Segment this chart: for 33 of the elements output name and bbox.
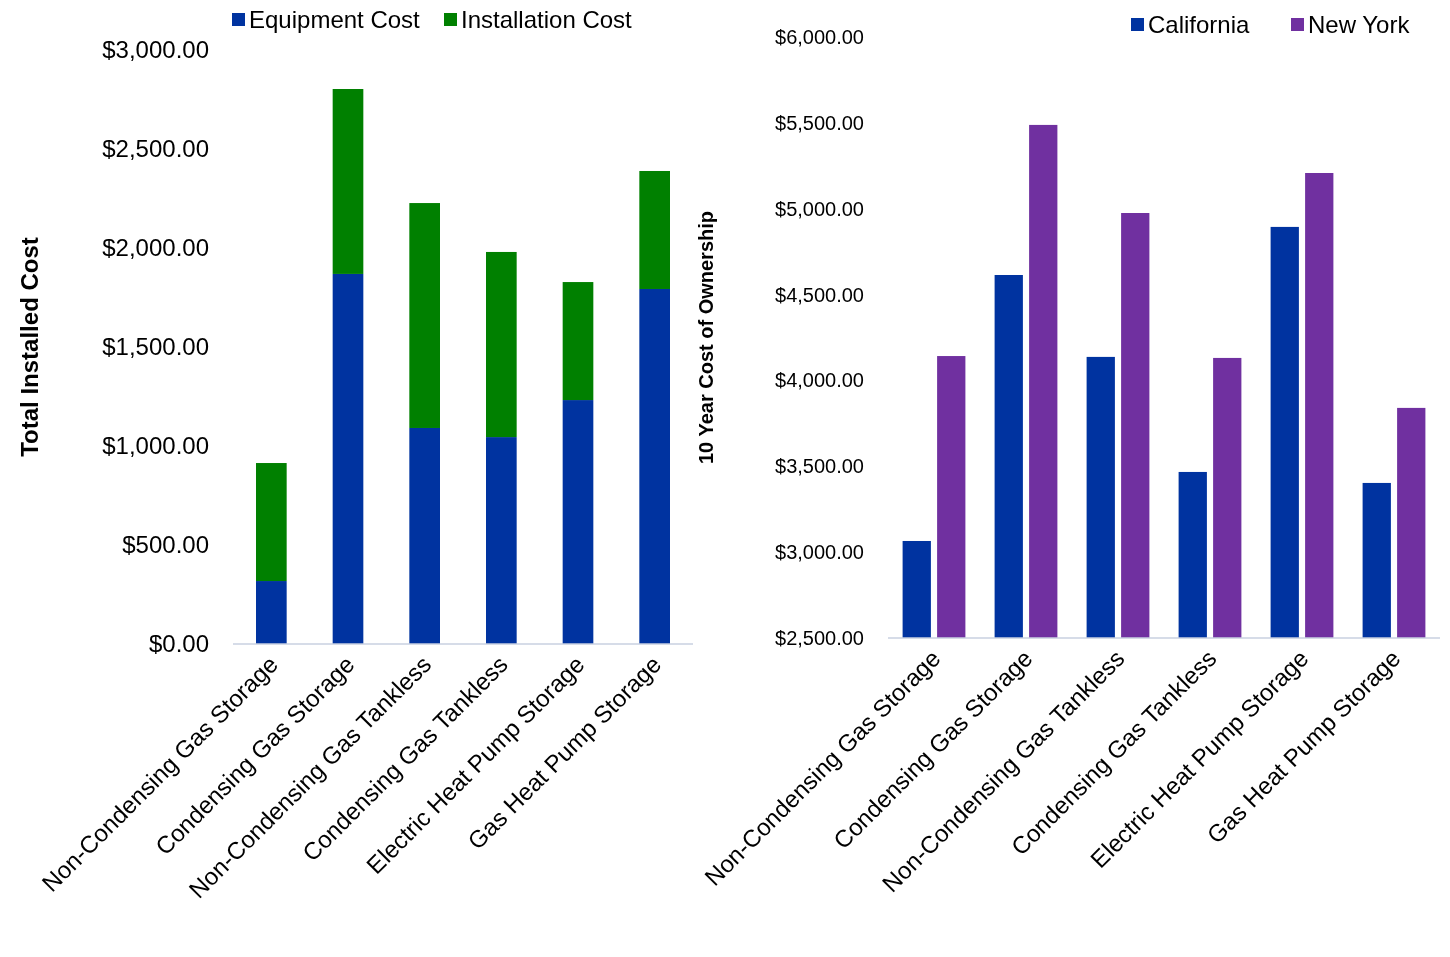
bar [332,89,364,274]
y-tick-label: $2,500.00 [102,135,209,163]
bar [639,288,670,644]
y-tick-label: $3,500.00 [775,455,864,478]
legend-label: New York [1308,11,1411,38]
bar [639,170,670,289]
y-tick-label: $2,500.00 [775,627,864,649]
y-tick-label: $3,000.00 [775,541,864,564]
y-tick-label: $1,500.00 [102,333,209,361]
y-axis-title: 10 Year Cost of Ownership [695,210,717,465]
y-tick-label: $1,000.00 [102,432,209,460]
y-tick-label: $2,000.00 [102,234,209,262]
legend-label: California [1148,11,1251,38]
bar [409,203,440,428]
bar [486,437,517,644]
bar [562,400,594,644]
y-tick-label: $3,000.00 [102,36,209,64]
legend-label: Equipment Cost [249,6,421,33]
bar [256,581,287,644]
bar [409,427,440,644]
y-tick-label: $6,000.00 [775,26,864,48]
y-axis-title: Total Installed Cost [16,237,44,457]
y-tick-label: $4,000.00 [775,369,864,392]
y-tick-label: $0.00 [148,630,209,658]
y-tick-label: $500.00 [122,531,209,559]
bar [332,273,364,644]
bar [562,282,594,401]
bar [256,463,287,582]
y-tick-label: $5,000.00 [775,197,864,220]
y-tick-label: $5,500.00 [775,111,864,134]
y-tick-label: $4,500.00 [775,283,864,306]
legend-label: Installation Cost [461,6,633,33]
bar [486,251,517,438]
